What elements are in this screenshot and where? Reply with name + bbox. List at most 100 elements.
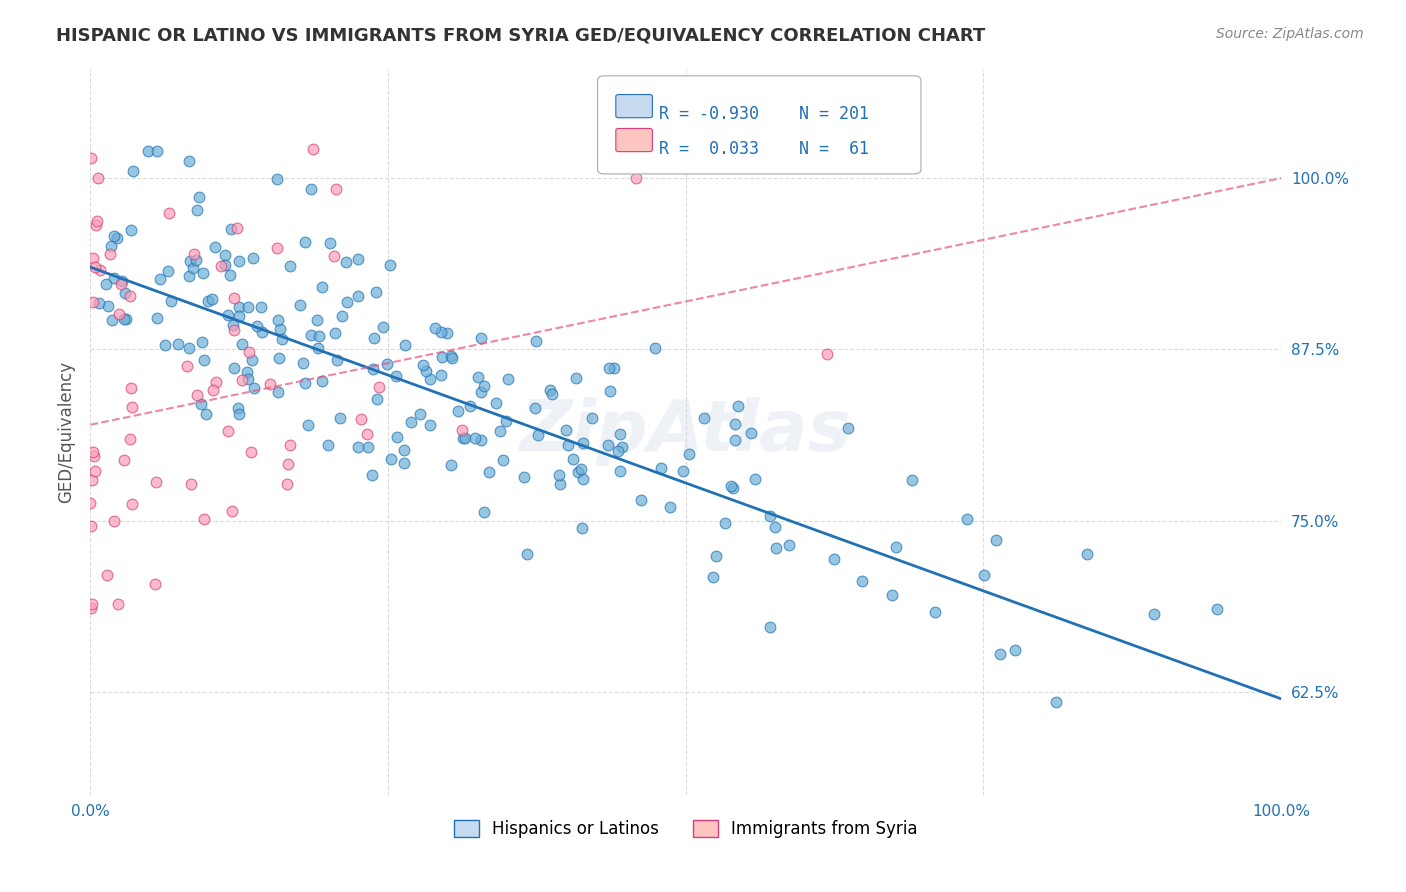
Immigrants from Syria [145, 577, 167, 591]
Hispanics or Latinos [415, 364, 437, 378]
Hispanics or Latinos [157, 264, 180, 278]
Hispanics or Latinos [319, 236, 342, 251]
Hispanics or Latinos [472, 379, 495, 393]
Hispanics or Latinos [105, 231, 128, 245]
Immigrants from Syria [180, 476, 202, 491]
Hispanics or Latinos [201, 293, 224, 307]
Hispanics or Latinos [114, 285, 136, 300]
Hispanics or Latinos [467, 370, 489, 384]
Immigrants from Syria [157, 206, 180, 220]
Immigrants from Syria [80, 151, 103, 165]
Hispanics or Latinos [160, 293, 183, 308]
Immigrants from Syria [202, 383, 225, 397]
Hispanics or Latinos [394, 443, 416, 458]
Hispanics or Latinos [366, 392, 388, 406]
Immigrants from Syria [89, 262, 111, 277]
Hispanics or Latinos [94, 277, 117, 291]
Hispanics or Latinos [419, 418, 441, 433]
Hispanics or Latinos [222, 361, 245, 376]
Text: HISPANIC OR LATINO VS IMMIGRANTS FROM SYRIA GED/EQUIVALENCY CORRELATION CHART: HISPANIC OR LATINO VS IMMIGRANTS FROM SY… [56, 27, 986, 45]
Hispanics or Latinos [554, 423, 576, 437]
Hispanics or Latinos [423, 321, 446, 335]
Hispanics or Latinos [222, 318, 245, 332]
Immigrants from Syria [80, 597, 103, 611]
Immigrants from Syria [145, 475, 167, 490]
Hispanics or Latinos [721, 481, 744, 495]
Hispanics or Latinos [177, 154, 200, 169]
Hispanics or Latinos [194, 407, 217, 421]
Hispanics or Latinos [87, 296, 110, 310]
Hispanics or Latinos [380, 452, 402, 467]
Text: Source: ZipAtlas.com: Source: ZipAtlas.com [1216, 27, 1364, 41]
Immigrants from Syria [108, 307, 131, 321]
Hispanics or Latinos [557, 438, 579, 452]
Hispanics or Latinos [112, 311, 135, 326]
Hispanics or Latinos [186, 203, 208, 218]
Hispanics or Latinos [219, 268, 242, 282]
Hispanics or Latinos [837, 421, 859, 435]
Hispanics or Latinos [572, 472, 595, 486]
Hispanics or Latinos [197, 293, 219, 308]
Hispanics or Latinos [266, 172, 288, 186]
Hispanics or Latinos [231, 337, 253, 351]
Immigrants from Syria [302, 142, 325, 156]
Hispanics or Latinos [759, 620, 782, 634]
Hispanics or Latinos [103, 270, 125, 285]
Hispanics or Latinos [540, 386, 562, 401]
Hispanics or Latinos [238, 300, 260, 314]
Hispanics or Latinos [270, 332, 292, 346]
Immigrants from Syria [276, 476, 298, 491]
Hispanics or Latinos [325, 326, 347, 340]
Immigrants from Syria [277, 457, 299, 471]
Hispanics or Latinos [299, 328, 322, 343]
Hispanics or Latinos [228, 408, 250, 422]
Hispanics or Latinos [567, 465, 589, 479]
Hispanics or Latinos [724, 417, 747, 431]
Hispanics or Latinos [763, 520, 786, 534]
Hispanics or Latinos [693, 410, 716, 425]
Hispanics or Latinos [191, 267, 214, 281]
Hispanics or Latinos [269, 322, 291, 336]
Hispanics or Latinos [347, 289, 370, 303]
Hispanics or Latinos [111, 274, 134, 288]
Hispanics or Latinos [240, 352, 263, 367]
Hispanics or Latinos [97, 299, 120, 313]
Immigrants from Syria [110, 277, 132, 291]
Hispanics or Latinos [204, 240, 226, 254]
Hispanics or Latinos [394, 337, 416, 351]
Hispanics or Latinos [419, 372, 441, 386]
Immigrants from Syria [118, 289, 141, 303]
Immigrants from Syria [266, 241, 288, 255]
Hispanics or Latinos [193, 352, 215, 367]
Hispanics or Latinos [516, 547, 538, 561]
Hispanics or Latinos [294, 376, 316, 391]
Hispanics or Latinos [214, 248, 236, 262]
Hispanics or Latinos [249, 301, 271, 315]
Immigrants from Syria [325, 181, 347, 195]
Immigrants from Syria [84, 464, 107, 478]
Hispanics or Latinos [363, 331, 385, 345]
Immigrants from Syria [82, 295, 104, 310]
Hispanics or Latinos [440, 458, 463, 472]
Legend: Hispanics or Latinos, Immigrants from Syria: Hispanics or Latinos, Immigrants from Sy… [447, 813, 924, 845]
Hispanics or Latinos [447, 403, 470, 417]
Hispanics or Latinos [547, 467, 569, 482]
Hispanics or Latinos [451, 431, 474, 445]
Immigrants from Syria [112, 452, 135, 467]
Hispanics or Latinos [384, 368, 406, 383]
Immigrants from Syria [84, 260, 107, 274]
Hispanics or Latinos [596, 437, 619, 451]
Hispanics or Latinos [565, 371, 588, 385]
Hispanics or Latinos [884, 540, 907, 554]
Immigrants from Syria [83, 450, 105, 464]
Hispanics or Latinos [472, 505, 495, 519]
Hispanics or Latinos [188, 190, 211, 204]
Hispanics or Latinos [478, 465, 501, 479]
Hispanics or Latinos [267, 385, 290, 400]
Immigrants from Syria [224, 291, 246, 305]
Hispanics or Latinos [470, 434, 492, 448]
Hispanics or Latinos [246, 318, 269, 333]
Hispanics or Latinos [1143, 607, 1166, 622]
Text: ZipAtlas: ZipAtlas [520, 397, 852, 467]
Hispanics or Latinos [243, 381, 266, 395]
